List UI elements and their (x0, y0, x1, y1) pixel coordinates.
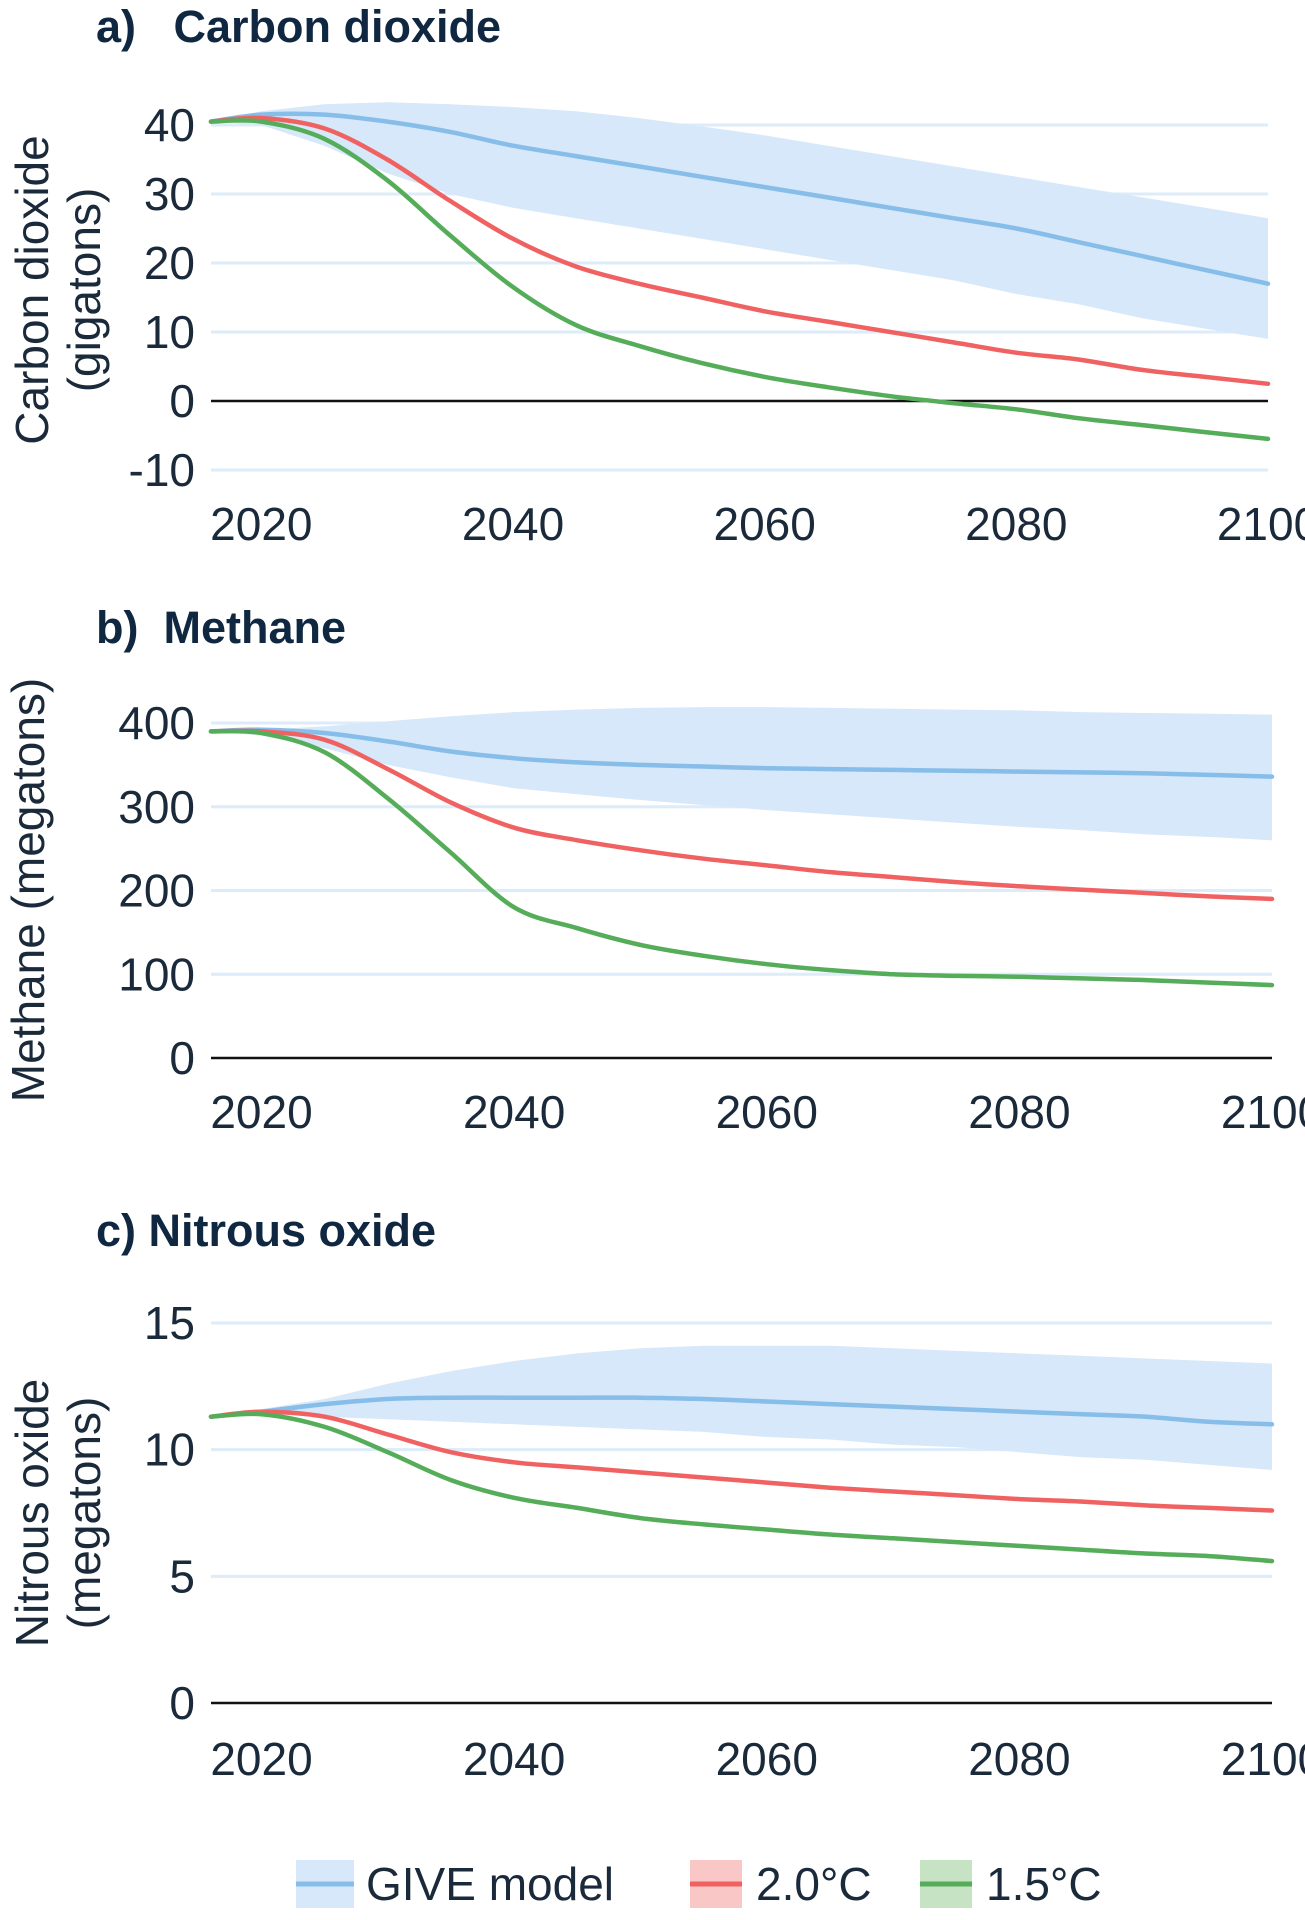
x-tick-label: 2060 (716, 1086, 818, 1138)
panel-title: b) Methane (96, 602, 346, 653)
y-axis-title-line: Methane (megatons) (2, 678, 54, 1102)
y-tick-label: 0 (169, 1032, 195, 1084)
plot-area: 400 300 200 100 0 2020 2040 2060 2080 2100 (118, 697, 1305, 1138)
y-tick-label: 15 (144, 1297, 195, 1349)
panel-title: c) Nitrous oxide (96, 1205, 436, 1256)
y-axis-title-line: Nitrous oxide (6, 1379, 58, 1647)
x-tick-label: 2100 (1221, 1086, 1305, 1138)
y-tick-label: 30 (144, 168, 195, 220)
panel-title: a) Carbon dioxide (96, 1, 501, 52)
legend-label: GIVE model (366, 1858, 614, 1910)
y-axis-title-line: Carbon dioxide (6, 135, 58, 444)
uncertainty-band (211, 707, 1272, 841)
y-tick-label: 400 (118, 697, 195, 749)
legend: GIVE model 2.0°C 1.5°C (296, 1858, 1102, 1910)
series-line-2-0c (208, 1409, 1275, 1513)
x-tick-label: 2060 (713, 498, 815, 550)
y-tick-label: 10 (144, 1424, 195, 1476)
x-tick-label: 2020 (210, 1086, 312, 1138)
uncertainty-band (211, 102, 1268, 339)
y-axis-title-line: (gigatons) (58, 188, 110, 393)
x-tick-label: 2080 (965, 498, 1067, 550)
uncertainty-band (211, 1345, 1272, 1470)
y-axis-title: Nitrous oxide (megatons) (6, 1379, 110, 1647)
series-line-1-5c (208, 728, 1275, 988)
series-line-give-model (208, 1395, 1275, 1427)
y-axis-title: Carbon dioxide (gigatons) (6, 135, 110, 444)
legend-label: 1.5°C (986, 1858, 1102, 1910)
y-tick-label: 200 (118, 865, 195, 917)
y-tick-label: 10 (144, 306, 195, 358)
y-tick-label: 0 (169, 1677, 195, 1729)
x-tick-label: 2060 (716, 1733, 818, 1785)
y-tick-label: -10 (129, 444, 195, 496)
x-tick-label: 2020 (210, 498, 312, 550)
y-tick-label: 300 (118, 781, 195, 833)
x-tick-label: 2040 (463, 1733, 565, 1785)
panel-carbon-dioxide: a) Carbon dioxide Carbon dioxide (gigaton… (6, 1, 1305, 550)
plot-area: 15 10 5 0 2020 2040 2060 2080 2100 (144, 1297, 1305, 1785)
series-line-1-5c (208, 1411, 1275, 1564)
y-tick-label: 100 (118, 948, 195, 1000)
x-tick-label: 2040 (462, 498, 564, 550)
legend-item-2-0c: 2.0°C (690, 1858, 872, 1910)
legend-item-give-model: GIVE model (296, 1858, 614, 1910)
y-tick-label: 20 (144, 237, 195, 289)
x-tick-label: 2080 (968, 1086, 1070, 1138)
legend-label: 2.0°C (756, 1858, 872, 1910)
panel-methane: b) Methane Methane (megatons) 400 300 200 1… (2, 602, 1305, 1138)
y-tick-label: 0 (169, 375, 195, 427)
series-line-give-model (208, 111, 1271, 286)
plot-area: 40 30 20 10 0 -10 2020 2040 2060 2080 2100 (129, 99, 1305, 550)
series-line-2-0c (208, 115, 1271, 387)
y-tick-label: 40 (144, 99, 195, 151)
x-tick-label: 2100 (1217, 498, 1305, 550)
panel-nitrous-oxide: c) Nitrous oxide Nitrous oxide (megatons)… (6, 1205, 1305, 1785)
y-axis-title-line: (megatons) (58, 1397, 110, 1630)
y-tick-label: 5 (169, 1550, 195, 1602)
series-line-give-model (208, 727, 1275, 779)
series-line-2-0c (208, 728, 1275, 902)
x-tick-label: 2040 (463, 1086, 565, 1138)
x-tick-label: 2080 (968, 1733, 1070, 1785)
legend-item-1-5c: 1.5°C (920, 1858, 1102, 1910)
x-tick-label: 2100 (1221, 1733, 1305, 1785)
y-axis-title: Methane (megatons) (2, 678, 54, 1102)
series-line-1-5c (208, 118, 1271, 442)
x-tick-label: 2020 (210, 1733, 312, 1785)
